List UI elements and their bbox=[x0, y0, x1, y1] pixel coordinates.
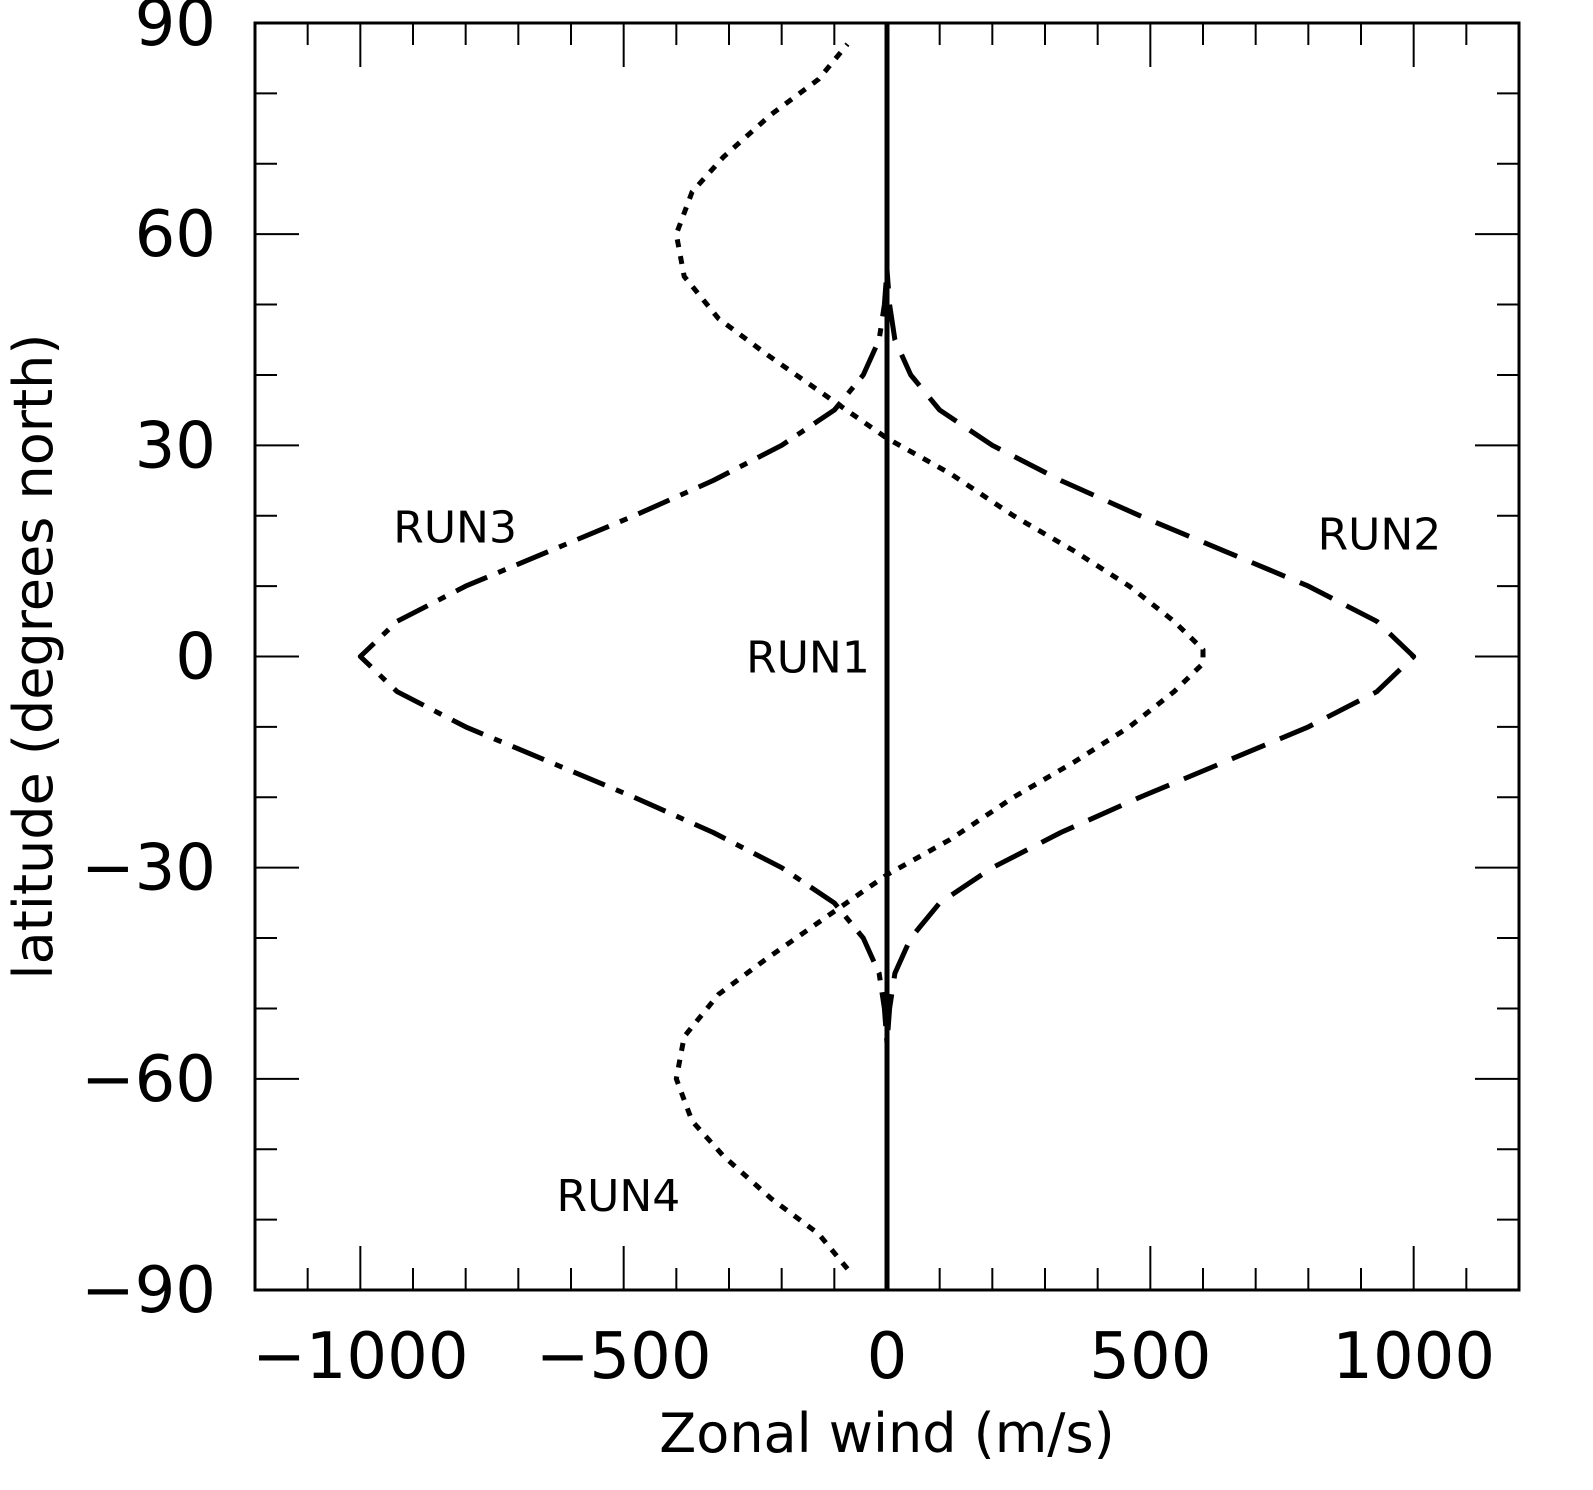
annotation-run3: RUN3 bbox=[393, 502, 517, 553]
plot-frame bbox=[253, 21, 1521, 1292]
series-line-run2 bbox=[884, 23, 1417, 1290]
x-tick-label: −1000 bbox=[252, 1320, 469, 1394]
series-line-run4 bbox=[673, 42, 1206, 1271]
y-tick-label: −60 bbox=[81, 1043, 216, 1117]
y-tick-label: −90 bbox=[81, 1254, 216, 1328]
x-tick-label: 1000 bbox=[1332, 1320, 1495, 1394]
y-tick-label: −30 bbox=[81, 832, 216, 906]
y-axis-title: latitude (degrees north) bbox=[2, 334, 65, 980]
annotations-layer: RUN3 RUN2 RUN1 RUN4 bbox=[393, 502, 1441, 1222]
series-line-run3 bbox=[357, 23, 890, 1290]
y-tick-label: 90 bbox=[135, 0, 216, 61]
x-axis-title: Zonal wind (m/s) bbox=[659, 1402, 1114, 1465]
ticks-layer bbox=[255, 23, 1519, 1290]
labels-layer: −1000 −500 0 500 1000 −90 −60 −30 0 30 60 90 bbox=[81, 0, 1495, 1394]
y-tick-label: 0 bbox=[175, 621, 216, 695]
series-layer bbox=[357, 23, 1417, 1290]
annotation-run4: RUN4 bbox=[557, 1171, 681, 1222]
x-tick-label: 0 bbox=[867, 1320, 908, 1394]
annotation-run2: RUN2 bbox=[1318, 509, 1442, 560]
x-tick-label: −500 bbox=[536, 1320, 712, 1394]
y-tick-label: 60 bbox=[135, 198, 216, 272]
x-tick-label: 500 bbox=[1089, 1320, 1211, 1394]
annotation-run1: RUN1 bbox=[746, 633, 870, 684]
y-tick-label: 30 bbox=[135, 409, 216, 483]
